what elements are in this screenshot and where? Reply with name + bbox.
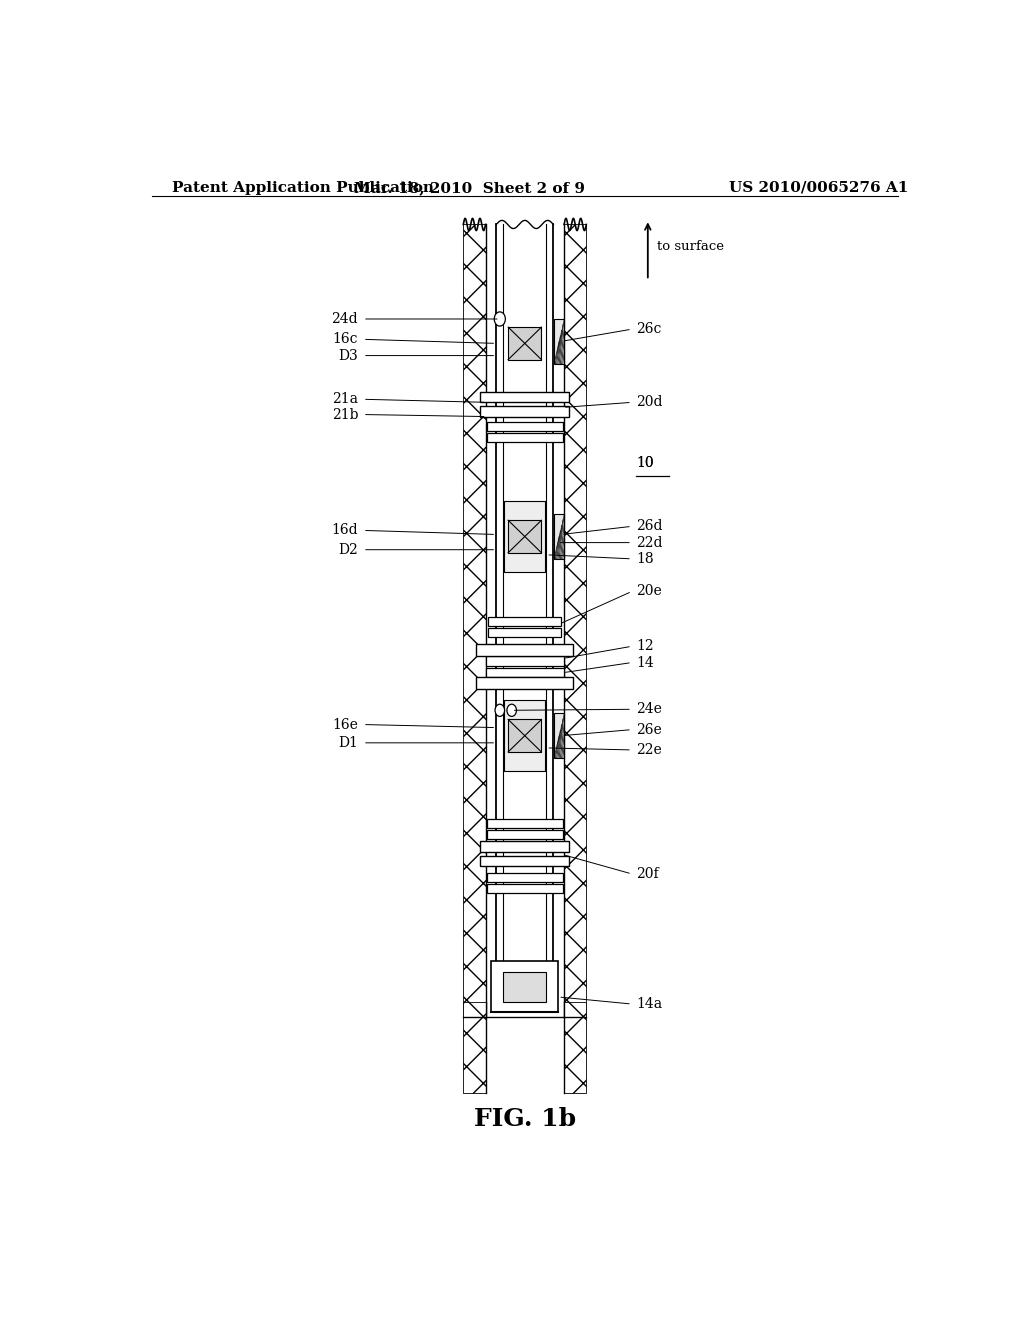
Bar <box>486 656 563 665</box>
Text: 26c: 26c <box>636 322 662 337</box>
Text: 18: 18 <box>636 552 653 566</box>
Bar <box>480 392 569 403</box>
Bar <box>476 677 573 689</box>
Text: 26e: 26e <box>636 722 662 737</box>
Text: D3: D3 <box>338 348 358 363</box>
Text: 16e: 16e <box>332 718 358 731</box>
Bar <box>488 616 561 626</box>
Bar <box>508 520 542 553</box>
Bar <box>486 645 563 655</box>
Bar <box>504 500 546 572</box>
Text: FIG. 1b: FIG. 1b <box>474 1107 575 1131</box>
Bar <box>486 884 563 894</box>
Bar <box>486 830 563 840</box>
Text: 21a: 21a <box>332 392 358 407</box>
Bar <box>554 319 564 364</box>
Bar <box>504 700 546 771</box>
Bar <box>476 644 573 656</box>
Text: 20f: 20f <box>636 867 658 880</box>
Bar <box>486 668 563 677</box>
Bar <box>492 961 558 1012</box>
Circle shape <box>495 312 506 326</box>
Text: 21b: 21b <box>332 408 358 421</box>
Text: US 2010/0065276 A1: US 2010/0065276 A1 <box>729 181 908 195</box>
Text: 14: 14 <box>636 656 653 669</box>
Text: 16c: 16c <box>333 333 358 346</box>
Circle shape <box>495 704 505 717</box>
Text: 10: 10 <box>636 457 653 470</box>
Text: 22e: 22e <box>636 743 662 756</box>
Bar <box>480 855 569 866</box>
Text: 24e: 24e <box>636 702 662 717</box>
Bar <box>488 628 561 638</box>
Text: 12: 12 <box>636 639 653 653</box>
Text: to surface: to surface <box>657 240 724 253</box>
Text: 10: 10 <box>636 457 653 470</box>
Bar <box>508 327 542 359</box>
Bar <box>463 224 485 1093</box>
Text: Mar. 18, 2010  Sheet 2 of 9: Mar. 18, 2010 Sheet 2 of 9 <box>353 181 585 195</box>
Bar <box>554 713 564 758</box>
Text: 20d: 20d <box>636 395 663 409</box>
Text: D2: D2 <box>338 543 358 557</box>
Bar <box>463 1002 485 1018</box>
Text: 20e: 20e <box>636 585 662 598</box>
Text: 14a: 14a <box>636 997 663 1011</box>
Circle shape <box>507 704 516 717</box>
Text: 22d: 22d <box>636 536 663 549</box>
Text: 16d: 16d <box>332 524 358 537</box>
Bar <box>480 841 569 851</box>
Text: 26d: 26d <box>636 519 663 533</box>
Bar <box>554 515 564 558</box>
Bar <box>486 873 563 882</box>
Bar <box>504 972 546 1002</box>
Text: 24d: 24d <box>332 312 358 326</box>
Text: Patent Application Publication: Patent Application Publication <box>172 181 433 195</box>
Bar <box>486 818 563 828</box>
Bar <box>564 1002 587 1018</box>
Bar <box>486 421 563 430</box>
Bar <box>508 719 542 752</box>
Bar <box>564 224 587 1093</box>
Bar <box>480 407 569 417</box>
Text: D1: D1 <box>338 735 358 750</box>
Bar <box>486 433 563 442</box>
